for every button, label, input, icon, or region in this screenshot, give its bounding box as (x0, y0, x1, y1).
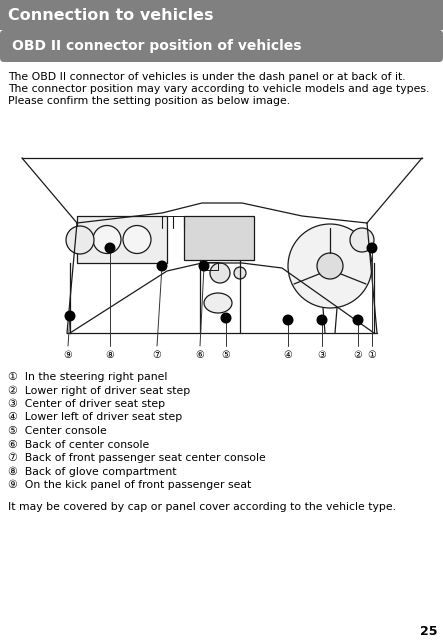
Text: ③: ③ (318, 350, 326, 360)
Circle shape (283, 314, 294, 325)
Text: ②  Lower right of driver seat step: ② Lower right of driver seat step (8, 386, 190, 396)
Text: ④: ④ (284, 350, 292, 360)
Text: ③  Center of driver seat step: ③ Center of driver seat step (8, 399, 165, 410)
Text: ⑤  Center console: ⑤ Center console (8, 426, 107, 436)
Text: It may be covered by cap or panel cover according to the vehicle type.: It may be covered by cap or panel cover … (8, 502, 396, 511)
Circle shape (316, 314, 327, 325)
Text: ⑥  Back of center console: ⑥ Back of center console (8, 440, 149, 449)
Text: ⑧  Back of glove compartment: ⑧ Back of glove compartment (8, 467, 176, 477)
Circle shape (93, 226, 121, 253)
Circle shape (350, 228, 374, 252)
Text: The connector position may vary according to vehicle models and age types.: The connector position may vary accordin… (8, 84, 429, 94)
Text: ⑦  Back of front passenger seat center console: ⑦ Back of front passenger seat center co… (8, 453, 266, 464)
Circle shape (65, 311, 75, 322)
Text: ⑧: ⑧ (105, 350, 114, 360)
Circle shape (105, 242, 116, 253)
Circle shape (288, 224, 372, 308)
Circle shape (123, 226, 151, 253)
Circle shape (198, 260, 210, 271)
Circle shape (366, 242, 377, 253)
Ellipse shape (204, 293, 232, 313)
Text: ⑦: ⑦ (153, 350, 161, 360)
Text: ⑥: ⑥ (196, 350, 204, 360)
Text: ①: ① (368, 350, 377, 360)
Circle shape (353, 314, 364, 325)
Circle shape (210, 263, 230, 283)
Text: OBD II connector position of vehicles: OBD II connector position of vehicles (12, 39, 302, 53)
Text: ④  Lower left of driver seat step: ④ Lower left of driver seat step (8, 413, 182, 422)
Circle shape (156, 260, 167, 271)
Bar (184, 216, 254, 260)
Text: 25: 25 (420, 625, 438, 638)
Circle shape (317, 253, 343, 279)
Text: ①  In the steering right panel: ① In the steering right panel (8, 372, 167, 382)
Text: ⑨  On the kick panel of front passenger seat: ⑨ On the kick panel of front passenger s… (8, 480, 251, 491)
Circle shape (66, 226, 94, 254)
Text: Connection to vehicles: Connection to vehicles (8, 8, 214, 23)
Text: Please confirm the setting position as below image.: Please confirm the setting position as b… (8, 96, 290, 106)
Text: The OBD II connector of vehicles is under the dash panel or at back of it.: The OBD II connector of vehicles is unde… (8, 72, 406, 82)
Text: ⑤: ⑤ (222, 350, 230, 360)
FancyBboxPatch shape (0, 30, 443, 62)
Circle shape (234, 267, 246, 279)
Circle shape (221, 312, 232, 323)
Text: ⑨: ⑨ (64, 350, 72, 360)
Bar (204, 262, 218, 270)
FancyBboxPatch shape (0, 0, 443, 30)
Bar (77, 216, 167, 263)
Text: ②: ② (354, 350, 362, 360)
